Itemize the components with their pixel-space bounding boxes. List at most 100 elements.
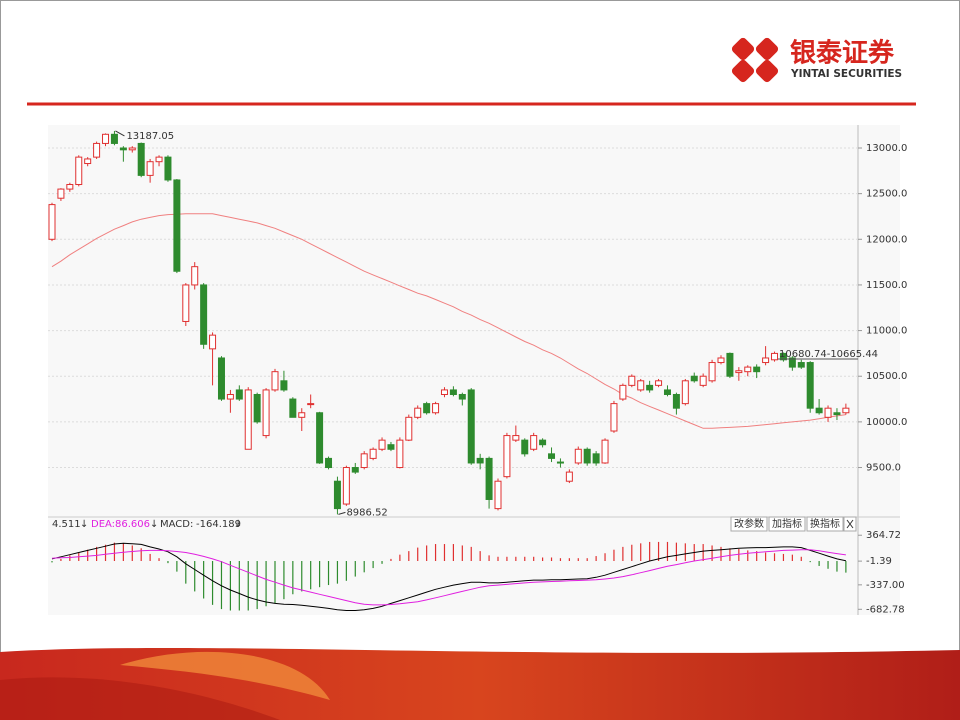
- button[interactable]: [768, 516, 806, 532]
- legend-arrow: ↓: [80, 519, 88, 530]
- candle-body: [806, 362, 814, 409]
- candle-body: [539, 439, 547, 446]
- y-tick-label: 12000.0: [866, 234, 907, 245]
- candle-body: [396, 439, 404, 469]
- legend-arrow: ↓: [234, 519, 242, 530]
- candle-body: [592, 453, 600, 464]
- candle-body: [655, 380, 663, 386]
- logo: 银泰证券 YINTAI SECURITIES: [731, 37, 902, 83]
- candle-body: [387, 444, 395, 450]
- candle-body: [191, 266, 199, 286]
- y-tick-label: -682.78: [866, 604, 905, 615]
- candle-body: [672, 393, 680, 409]
- dea-name: DEA:: [91, 519, 115, 530]
- candle-body: [449, 389, 457, 395]
- y-tick-label: -1.39: [866, 556, 892, 567]
- candle-body: [93, 142, 101, 158]
- candle-body: [289, 398, 297, 418]
- y-tick-label: 10000.0: [866, 417, 907, 428]
- candle-body: [476, 457, 484, 464]
- candle-body: [744, 366, 752, 373]
- candle-body: [137, 142, 145, 176]
- button[interactable]: [730, 516, 768, 532]
- macd-line: [51, 549, 846, 606]
- candle-body: [583, 448, 591, 464]
- candle-body: [378, 439, 386, 450]
- candle-body: [565, 471, 573, 482]
- toolbar: 改参数 加指标 换指标: [730, 516, 857, 532]
- candle-body: [530, 435, 538, 450]
- y-tick-label: 9500.0: [866, 463, 901, 474]
- candle-body: [182, 284, 190, 322]
- candle-body: [414, 407, 422, 418]
- candle-body: [200, 284, 208, 345]
- candle-body: [726, 352, 734, 377]
- candle-body: [342, 467, 350, 505]
- candle-body: [815, 407, 823, 414]
- candle-body: [663, 389, 671, 395]
- candle-body: [440, 389, 448, 395]
- candle-body: [66, 184, 74, 190]
- candle-body: [217, 357, 225, 400]
- candle-body: [360, 453, 368, 469]
- candle-body: [48, 204, 56, 240]
- candle-body: [128, 147, 136, 151]
- candle-body: [699, 375, 707, 386]
- macd-value: -164.189: [196, 519, 241, 530]
- candle-body: [788, 357, 796, 368]
- logo-name: 银泰证券: [790, 39, 895, 69]
- candle-body: [762, 357, 770, 364]
- candle-body: [735, 370, 743, 374]
- button-label[interactable]: 加指标: [772, 517, 802, 530]
- candle-body: [253, 393, 261, 423]
- button-label[interactable]: 换指标: [810, 517, 840, 530]
- candle-body: [521, 439, 529, 455]
- y-tick-label: 11000.0: [866, 326, 907, 337]
- candle-body: [298, 412, 306, 418]
- candle-body: [601, 439, 609, 464]
- close-icon[interactable]: [846, 519, 854, 529]
- candle-body: [173, 179, 181, 272]
- candle-body: [102, 133, 110, 144]
- candle-body: [548, 453, 556, 459]
- candle-body: [610, 403, 618, 432]
- candle-body: [681, 380, 689, 405]
- candle-body: [833, 412, 841, 416]
- plot: 9500.0 10000.0 10500.0 11000.0 11500.0 12000.…: [48, 130, 907, 615]
- candle-body: [467, 389, 475, 464]
- candle-body: [708, 362, 716, 382]
- candle-body: [458, 393, 466, 400]
- candle-body: [155, 156, 163, 163]
- candle-body: [369, 448, 377, 459]
- candle-body: [771, 352, 779, 361]
- button[interactable]: [806, 516, 844, 532]
- button-label[interactable]: 改参数: [734, 517, 764, 530]
- candle-body: [842, 407, 850, 414]
- annotation-arrow: [115, 130, 125, 137]
- dif-value: 4.511: [52, 519, 81, 530]
- legend-arrow: ↓: [150, 519, 158, 530]
- candle-body: [512, 435, 520, 441]
- candle-body: [333, 480, 341, 510]
- candle-body: [271, 371, 279, 391]
- candle-body: [262, 389, 270, 437]
- candle-body: [574, 448, 582, 464]
- candle-body: [164, 156, 172, 181]
- candle-body: [432, 403, 440, 414]
- candle-body: [209, 334, 217, 350]
- candle-body: [690, 375, 698, 382]
- candle-body: [57, 188, 65, 199]
- candle-body: [110, 133, 118, 144]
- candle-body: [280, 380, 288, 391]
- candle-body: [351, 467, 359, 473]
- candle-body: [824, 407, 832, 418]
- y-tick-label: -337.00: [866, 580, 905, 591]
- y-tick-label: 364.72: [866, 530, 901, 541]
- candle-body: [646, 384, 654, 391]
- candle-body: [503, 435, 511, 478]
- candle-body: [75, 156, 83, 186]
- candle-body: [556, 461, 564, 464]
- macd-name: MACD:: [160, 519, 193, 530]
- candle-body: [717, 357, 725, 364]
